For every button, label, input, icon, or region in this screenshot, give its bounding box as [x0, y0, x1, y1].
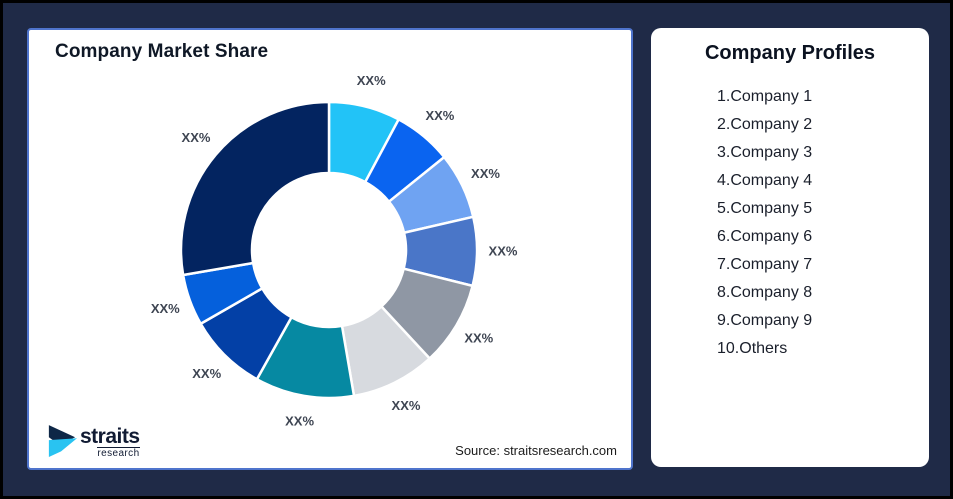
donut-segment	[179, 100, 331, 277]
donut-segment-label: XX%	[392, 398, 421, 413]
list-item: 1.Company 1	[717, 88, 813, 105]
list-item: 9.Company 9	[717, 312, 813, 329]
donut-segment-label: XX%	[464, 331, 493, 346]
list-item: 10.Others	[717, 340, 788, 357]
list-item: 7.Company 7	[717, 256, 813, 273]
source-note: Source: straitsresearch.com	[455, 443, 617, 458]
straits-logo-text: straits research	[80, 425, 140, 459]
company-list: 1.Company 1 2.Company 2 3.Company 3 4.Co…	[651, 83, 929, 363]
donut-segment-label: XX%	[357, 73, 386, 88]
list-item: 5.Company 5	[717, 200, 813, 217]
donut-segment-label: XX%	[285, 414, 314, 429]
donut-segment-label: XX%	[425, 108, 454, 123]
logo-subtitle: research	[97, 447, 140, 459]
donut-segment-label: XX%	[489, 244, 518, 259]
donut-segment-label: XX%	[192, 366, 221, 381]
list-item: 6.Company 6	[717, 228, 813, 245]
straits-logo-icon	[48, 425, 77, 457]
logo-name: straits	[80, 425, 140, 448]
list-item: 8.Company 8	[717, 284, 813, 301]
donut-segment-label: XX%	[151, 301, 180, 316]
company-profiles-card: Company Profiles 1.Company 1 2.Company 2…	[651, 28, 929, 467]
list-item: 4.Company 4	[717, 172, 813, 189]
market-share-card: XX% XX% XX% XX% XX% XX% XX% XX% XX% XX% Company M…	[27, 28, 633, 470]
list-item: 3.Company 3	[717, 144, 813, 161]
donut-chart: XX% XX% XX% XX% XX% XX% XX% XX% XX% XX%	[151, 73, 518, 429]
profiles-title: Company Profiles	[704, 42, 876, 64]
chart-title: Company Market Share	[55, 41, 269, 62]
list-item: 2.Company 2	[717, 116, 813, 133]
straits-logo: straits research	[47, 424, 140, 459]
donut-segment-label: XX%	[471, 166, 500, 181]
donut-segment-label: XX%	[182, 130, 211, 145]
